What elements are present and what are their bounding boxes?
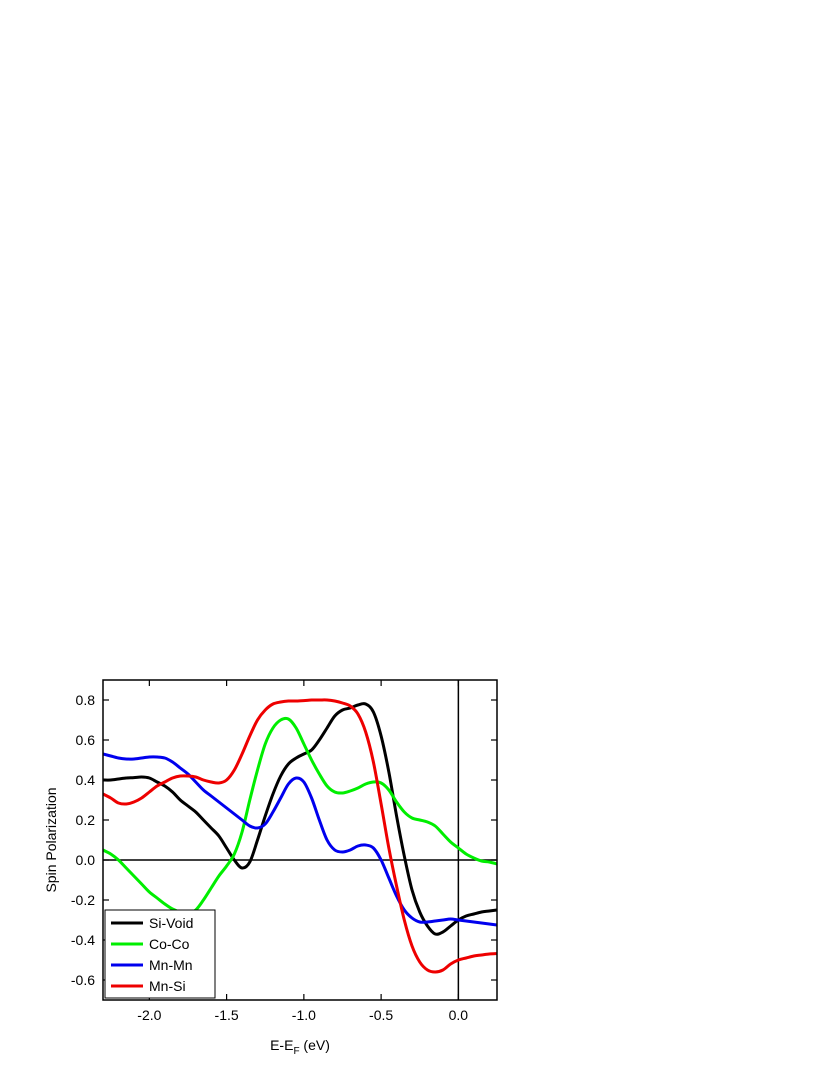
y-tick-label: 0.8 [76,692,96,708]
legend-label: Si-Void [149,915,193,931]
series-line [103,752,497,927]
x-label-main: E-E [270,1037,293,1053]
y-tick-label: 0.4 [76,772,96,788]
legend-label: Mn-Si [149,978,186,994]
x-label-sub: F [293,1046,299,1057]
series-line [103,698,497,974]
plot-frame [102,679,498,1001]
y-tick-label: -0.6 [71,972,95,988]
y-tick-label: -0.2 [71,892,95,908]
series-line [103,716,497,915]
y-tick-label: 0.6 [76,732,96,748]
x-tick-label: 0.0 [449,1007,469,1023]
x-label-rest: (eV) [300,1037,330,1053]
series-line [103,702,497,936]
y-axis-label: Spin Polarization [43,787,59,892]
legend-box [104,909,216,999]
y-tick-label: 0.2 [76,812,96,828]
x-tick-label: -2.0 [137,1007,161,1023]
x-tick-label: -0.5 [369,1007,393,1023]
x-tick-label: -1.0 [292,1007,316,1023]
y-tick-label: -0.4 [71,932,95,948]
x-axis-label: E-EF (eV) [270,1037,330,1057]
legend-label: Co-Co [149,936,190,952]
y-tick-label: 0.0 [76,852,96,868]
x-tick-label: -1.5 [215,1007,239,1023]
legend-label: Mn-Mn [149,957,193,973]
